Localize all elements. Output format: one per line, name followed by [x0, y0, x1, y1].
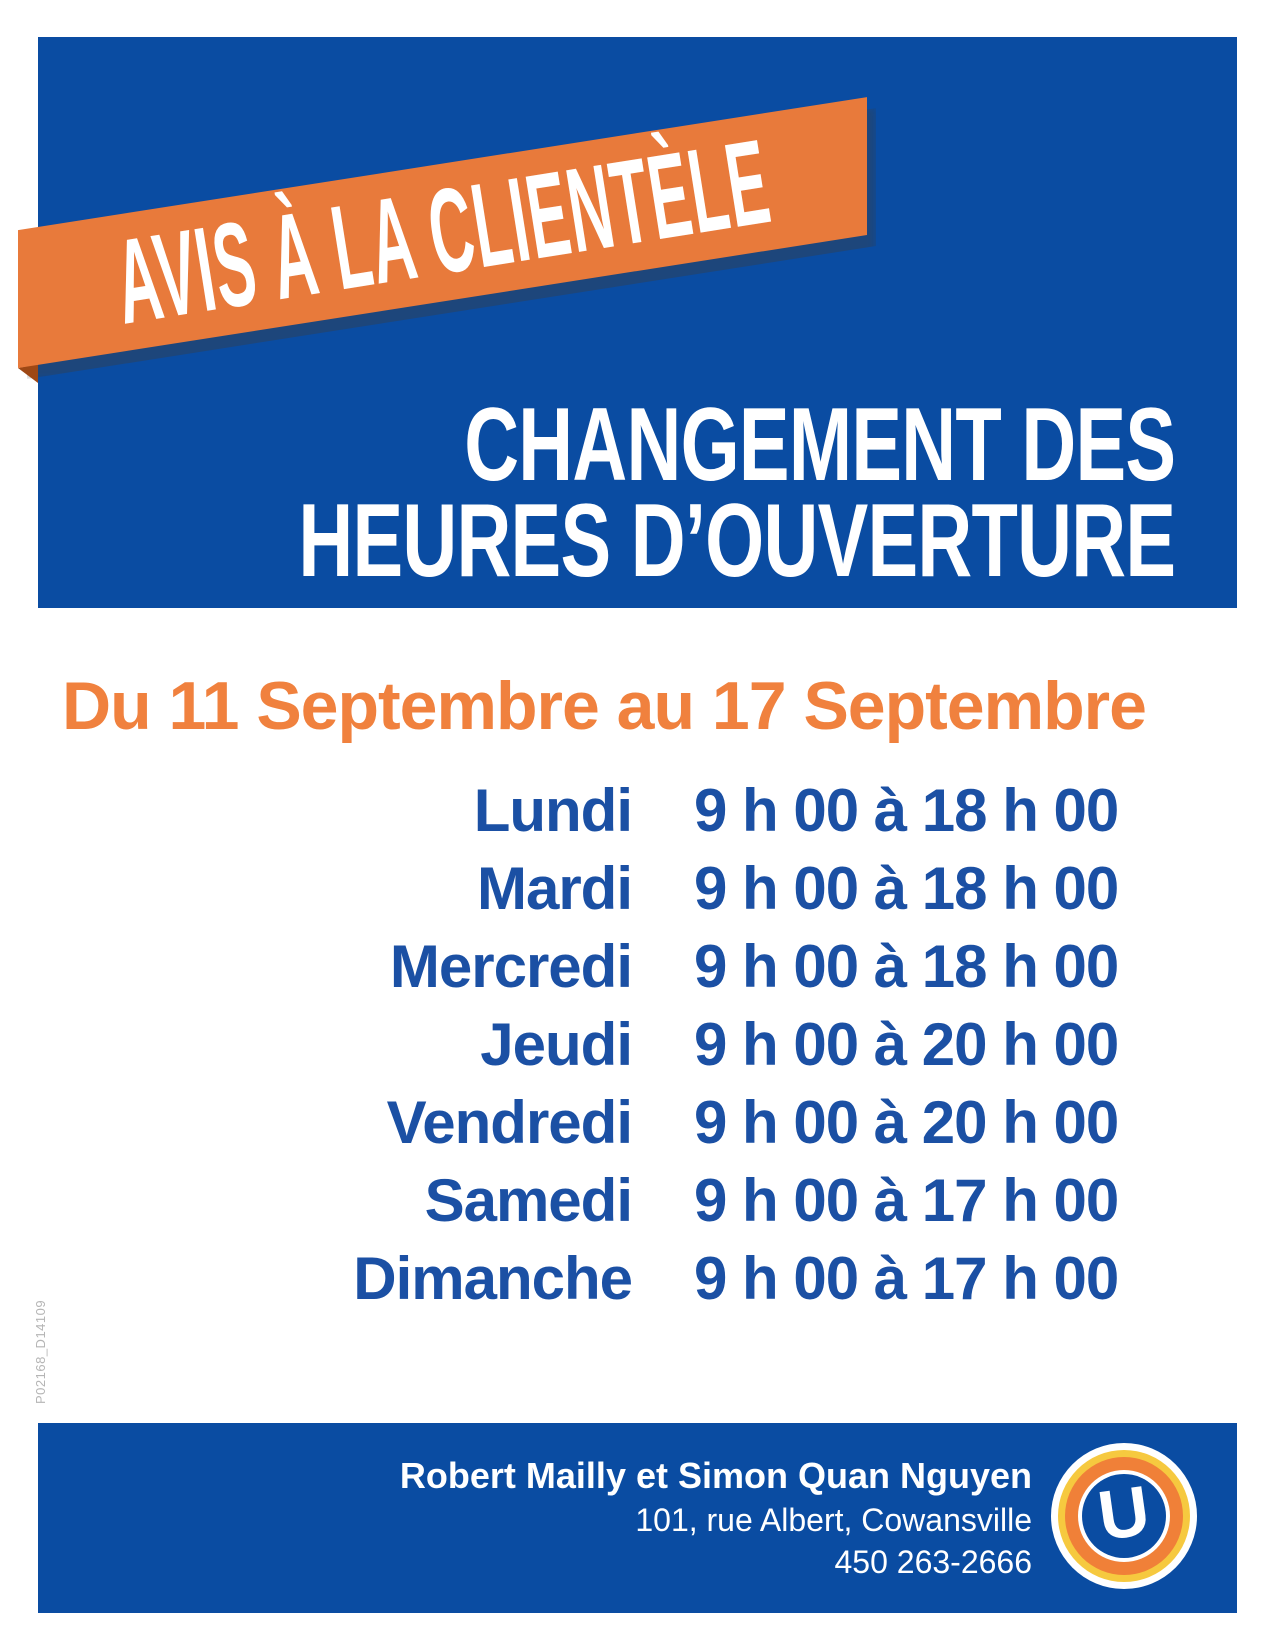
schedule-row: Lundi 9 h 00 à 18 h 00 — [62, 771, 1162, 849]
schedule-row: Mercredi 9 h 00 à 18 h 00 — [62, 927, 1162, 1005]
schedule-row: Jeudi 9 h 00 à 20 h 00 — [62, 1005, 1162, 1083]
store-address: 101, rue Albert, Cowansville — [635, 1502, 1032, 1538]
schedule-hours: 9 h 00 à 20 h 00 — [694, 1088, 1119, 1156]
logo-letter: U — [1093, 1470, 1155, 1556]
schedule-hours: 9 h 00 à 18 h 00 — [694, 776, 1119, 844]
schedule-row: Samedi 9 h 00 à 17 h 00 — [62, 1161, 1162, 1239]
schedule-hours: 9 h 00 à 18 h 00 — [694, 854, 1119, 922]
schedule-row: Dimanche 9 h 00 à 17 h 00 — [62, 1239, 1162, 1317]
schedule-hours: 9 h 00 à 17 h 00 — [694, 1244, 1119, 1312]
footer-panel: Robert Mailly et Simon Quan Nguyen 101, … — [38, 1423, 1237, 1613]
schedule-day: Vendredi — [386, 1088, 633, 1156]
schedule-day: Dimanche — [353, 1244, 633, 1312]
schedule-day: Mardi — [476, 854, 633, 922]
page-title: CHANGEMENT DES HEURES D’OUVERTURE — [298, 387, 1176, 599]
schedule-day: Samedi — [424, 1166, 633, 1234]
schedule-day: Jeudi — [480, 1010, 633, 1078]
uniprix-logo-icon: U — [1051, 1443, 1197, 1589]
document-code: P02168_D14109 — [33, 1299, 48, 1404]
logo-blue-disc: U — [1082, 1470, 1166, 1558]
date-range: Du 11 Septembre au 17 Septembre — [62, 668, 1147, 744]
schedule-day: Lundi — [473, 776, 633, 844]
store-phone: 450 263-2666 — [834, 1544, 1032, 1580]
title-line-1: CHANGEMENT DES — [463, 387, 1176, 503]
schedule-row: Mardi 9 h 00 à 18 h 00 — [62, 849, 1162, 927]
schedule-hours: 9 h 00 à 18 h 00 — [694, 932, 1119, 1000]
schedule-hours: 9 h 00 à 20 h 00 — [694, 1010, 1119, 1078]
schedule-row: Vendredi 9 h 00 à 20 h 00 — [62, 1083, 1162, 1161]
store-info: Robert Mailly et Simon Quan Nguyen 101, … — [400, 1423, 1032, 1613]
schedule-hours: 9 h 00 à 17 h 00 — [694, 1166, 1119, 1234]
title-line-2: HEURES D’OUVERTURE — [298, 483, 1176, 599]
schedule-day: Mercredi — [389, 932, 633, 1000]
pharmacist-names: Robert Mailly et Simon Quan Nguyen — [399, 1455, 1032, 1496]
schedule-table: Lundi 9 h 00 à 18 h 00 Mardi 9 h 00 à 18… — [62, 771, 1162, 1317]
